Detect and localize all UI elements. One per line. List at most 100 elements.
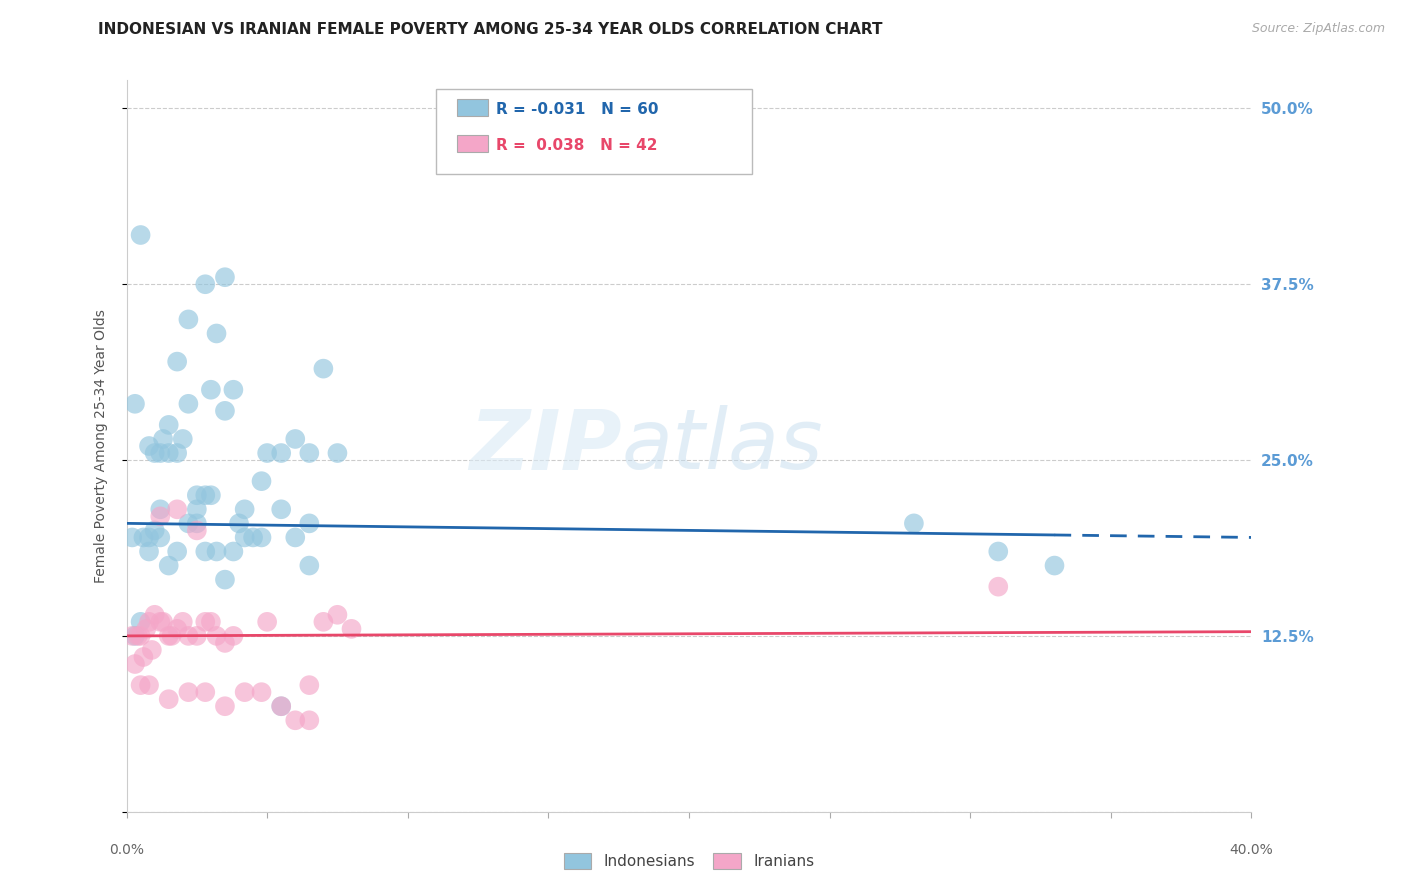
Point <box>200 488 222 502</box>
Point <box>298 714 321 728</box>
Text: R = -0.031   N = 60: R = -0.031 N = 60 <box>496 103 659 117</box>
Point <box>256 446 278 460</box>
Point <box>205 326 228 341</box>
Point <box>177 516 200 531</box>
Point <box>214 573 236 587</box>
Point <box>194 544 217 558</box>
Point <box>166 354 188 368</box>
Point <box>987 580 1010 594</box>
Point <box>157 692 180 706</box>
Point <box>149 502 172 516</box>
Point <box>233 685 256 699</box>
Point <box>143 524 166 538</box>
Point <box>222 383 245 397</box>
Point <box>152 432 174 446</box>
Point <box>186 502 208 516</box>
Point <box>138 678 160 692</box>
Point <box>200 615 222 629</box>
Point <box>121 629 143 643</box>
Point <box>143 607 166 622</box>
Point <box>172 615 194 629</box>
Point <box>166 502 188 516</box>
Point <box>152 615 174 629</box>
Point <box>177 685 200 699</box>
Point <box>250 685 273 699</box>
Point <box>326 607 349 622</box>
Point <box>200 383 222 397</box>
Point <box>1043 558 1066 573</box>
Point <box>157 629 180 643</box>
Point <box>242 530 264 544</box>
Point <box>138 544 160 558</box>
Point <box>256 615 278 629</box>
Point <box>312 615 335 629</box>
Point <box>149 530 172 544</box>
Point <box>124 657 146 671</box>
Point <box>121 530 143 544</box>
Text: 40.0%: 40.0% <box>1229 843 1274 856</box>
Legend: Indonesians, Iranians: Indonesians, Iranians <box>560 848 818 873</box>
Point <box>250 530 273 544</box>
Point <box>149 446 172 460</box>
Point <box>177 397 200 411</box>
Point <box>166 622 188 636</box>
Text: ZIP: ZIP <box>468 406 621 486</box>
Point <box>135 622 157 636</box>
Point <box>149 615 172 629</box>
Point <box>172 432 194 446</box>
Point <box>214 270 236 285</box>
Point <box>326 446 349 460</box>
Point <box>270 502 292 516</box>
Point <box>149 509 172 524</box>
Point <box>160 629 183 643</box>
Point <box>214 636 236 650</box>
Point <box>138 530 160 544</box>
Point <box>194 685 217 699</box>
Point <box>166 446 188 460</box>
Point <box>222 544 245 558</box>
Point <box>157 446 180 460</box>
Point <box>298 678 321 692</box>
Point <box>177 312 200 326</box>
Point <box>194 277 217 292</box>
Point <box>233 530 256 544</box>
Text: 0.0%: 0.0% <box>110 843 143 856</box>
Point <box>186 629 208 643</box>
Point <box>141 643 163 657</box>
Point <box>250 474 273 488</box>
Point <box>987 544 1010 558</box>
Point <box>157 417 180 432</box>
Point <box>214 404 236 418</box>
Point <box>124 629 146 643</box>
Point <box>132 530 155 544</box>
Point <box>270 699 292 714</box>
Point <box>177 629 200 643</box>
Point <box>138 439 160 453</box>
Point <box>903 516 925 531</box>
Point <box>228 516 250 531</box>
Text: INDONESIAN VS IRANIAN FEMALE POVERTY AMONG 25-34 YEAR OLDS CORRELATION CHART: INDONESIAN VS IRANIAN FEMALE POVERTY AMO… <box>98 22 883 37</box>
Point <box>129 615 152 629</box>
Point <box>166 544 188 558</box>
Point <box>214 699 236 714</box>
Text: Source: ZipAtlas.com: Source: ZipAtlas.com <box>1251 22 1385 36</box>
Point <box>222 629 245 643</box>
Point <box>186 524 208 538</box>
Point <box>129 629 152 643</box>
Point <box>143 446 166 460</box>
Point <box>298 446 321 460</box>
Point <box>284 432 307 446</box>
Point <box>270 446 292 460</box>
Point <box>127 629 149 643</box>
Point <box>205 629 228 643</box>
Point <box>138 615 160 629</box>
Point <box>124 397 146 411</box>
Point <box>132 650 155 665</box>
Point <box>205 544 228 558</box>
Point <box>186 516 208 531</box>
Point <box>157 558 180 573</box>
Point <box>270 699 292 714</box>
Point <box>129 678 152 692</box>
Text: R =  0.038   N = 42: R = 0.038 N = 42 <box>496 138 658 153</box>
Point <box>194 488 217 502</box>
